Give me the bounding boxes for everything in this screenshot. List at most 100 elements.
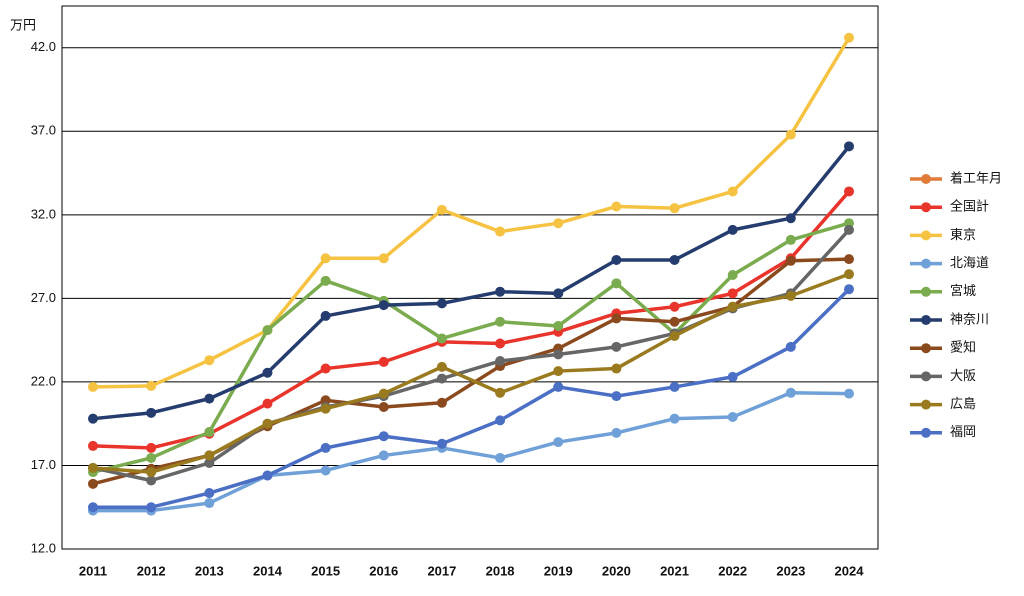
data-point xyxy=(320,442,331,453)
data-point xyxy=(378,431,389,442)
legend-marker xyxy=(921,427,931,438)
data-point xyxy=(611,313,622,324)
data-point xyxy=(785,129,796,140)
data-point xyxy=(611,427,622,438)
data-point xyxy=(88,381,98,392)
series-line xyxy=(93,391,850,513)
data-point xyxy=(262,470,273,481)
data-point xyxy=(320,403,331,414)
series-line xyxy=(92,228,851,483)
legend-marker xyxy=(921,343,931,354)
data-point xyxy=(785,234,796,245)
x-tick-label: 2015 xyxy=(311,563,340,578)
y-tick-label: 22.0 xyxy=(31,373,56,388)
data-point xyxy=(611,363,622,374)
data-point xyxy=(553,218,564,229)
data-point xyxy=(669,301,680,312)
data-point xyxy=(553,366,564,377)
data-point xyxy=(436,298,447,309)
series-line xyxy=(92,272,850,474)
x-tick-label: 2012 xyxy=(137,563,166,578)
legend-label: 大阪 xyxy=(950,368,976,383)
x-tick-label: 2017 xyxy=(427,563,456,578)
series-line xyxy=(92,145,851,421)
data-point xyxy=(204,393,215,404)
y-tick-label: 37.0 xyxy=(31,123,56,138)
data-point xyxy=(495,452,506,463)
y-tick-label: 42.0 xyxy=(31,39,56,54)
data-point xyxy=(611,201,622,212)
legend-marker xyxy=(921,371,931,382)
data-point xyxy=(88,440,98,451)
y-tick-label: 27.0 xyxy=(31,290,56,305)
data-point xyxy=(146,452,157,463)
data-point xyxy=(204,427,215,438)
data-point xyxy=(844,388,854,399)
data-point xyxy=(785,290,796,301)
series-line xyxy=(92,36,851,389)
data-point xyxy=(146,467,157,478)
data-point xyxy=(727,186,738,197)
series-line xyxy=(92,221,850,474)
x-tick-label: 2018 xyxy=(486,563,515,578)
data-point xyxy=(378,253,389,264)
data-point xyxy=(553,288,564,299)
x-tick-label: 2024 xyxy=(835,563,865,578)
data-point xyxy=(669,316,680,327)
data-point xyxy=(320,310,331,321)
data-point xyxy=(669,203,680,214)
data-point xyxy=(146,407,157,418)
data-point xyxy=(378,450,389,461)
data-point xyxy=(320,253,331,264)
data-point xyxy=(320,275,331,286)
legend-marker xyxy=(921,258,931,269)
data-point xyxy=(844,32,854,43)
data-point xyxy=(146,502,157,513)
legend-label: 愛知 xyxy=(950,340,976,355)
legend-marker xyxy=(921,399,931,410)
data-point xyxy=(785,213,796,224)
data-point xyxy=(495,338,506,349)
data-point xyxy=(727,301,738,312)
data-point xyxy=(785,387,796,398)
data-point xyxy=(727,224,738,235)
data-point xyxy=(436,373,447,384)
y-tick-label: 12.0 xyxy=(31,540,56,555)
data-point xyxy=(495,286,506,297)
plot-frame xyxy=(61,5,879,550)
data-point xyxy=(262,367,273,378)
x-tick-label: 2020 xyxy=(602,563,631,578)
x-tick-label: 2019 xyxy=(544,563,573,578)
data-point xyxy=(88,413,98,424)
data-point xyxy=(553,349,564,360)
data-point xyxy=(436,397,447,408)
data-point xyxy=(495,356,506,367)
data-point xyxy=(611,341,622,352)
data-point xyxy=(611,254,622,265)
data-point xyxy=(669,413,680,424)
data-point xyxy=(436,361,447,372)
data-point xyxy=(611,391,622,402)
legend-label: 北海道 xyxy=(950,255,989,270)
data-point xyxy=(436,333,447,344)
data-point xyxy=(88,478,98,489)
data-point xyxy=(553,381,564,392)
data-point xyxy=(669,254,680,265)
legend-marker xyxy=(921,230,931,241)
data-point xyxy=(553,320,564,331)
data-point xyxy=(378,388,389,399)
legend-label: 東京 xyxy=(950,227,976,242)
legend-marker xyxy=(921,174,931,184)
data-point xyxy=(844,141,854,152)
legend-label: 神奈川 xyxy=(950,311,989,326)
x-tick-label: 2014 xyxy=(253,563,283,578)
data-point xyxy=(844,186,854,197)
legend-label: 着工年月 xyxy=(950,170,1002,185)
series-line xyxy=(93,287,851,509)
data-point xyxy=(88,462,98,473)
legend-marker xyxy=(921,315,931,325)
data-point xyxy=(669,381,680,392)
data-point xyxy=(495,387,506,398)
legend-label: 宮城 xyxy=(950,283,976,298)
data-point xyxy=(844,254,854,265)
